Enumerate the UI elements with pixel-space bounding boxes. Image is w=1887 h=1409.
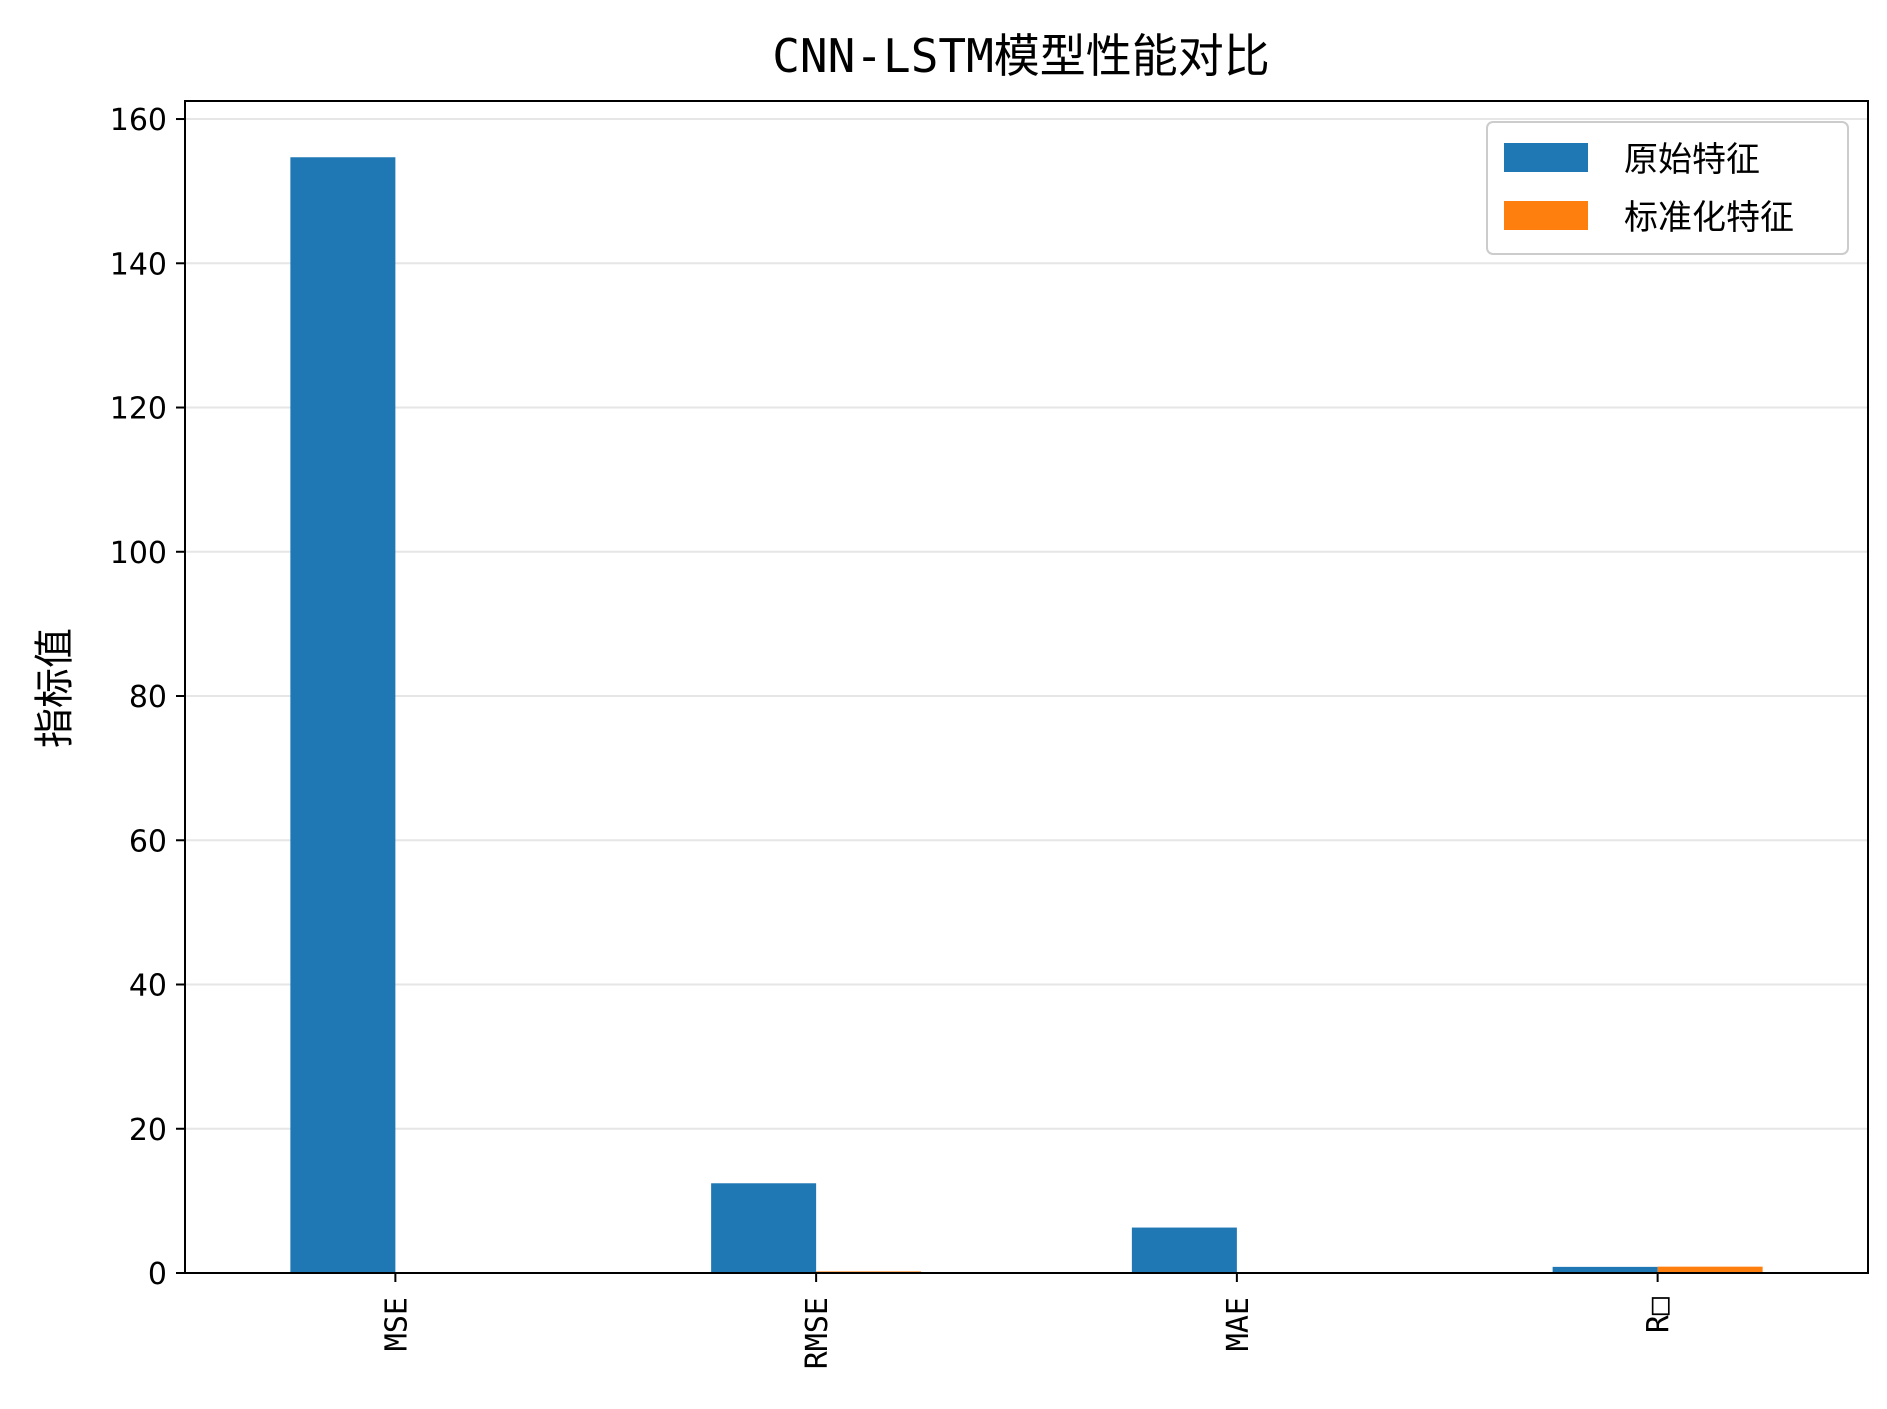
bar: [290, 157, 396, 1274]
y-tick-label: 0: [148, 1257, 167, 1292]
y-tick-label: 80: [129, 680, 167, 715]
x-tick-label: MSE: [379, 1297, 414, 1351]
y-tick-label: 100: [110, 536, 167, 571]
legend-swatch: [1504, 143, 1588, 172]
x-tick-label: RMSE: [800, 1297, 835, 1369]
x-tick-label: MAE: [1221, 1297, 1256, 1351]
ticks: 0 20 40 60 80 100 120 140 160 MSE RMSE MAE R□: [110, 103, 1677, 1369]
chart-title: CNN-LSTM模型性能对比: [772, 29, 1270, 83]
y-tick-label: 120: [110, 392, 167, 427]
axes: [184, 100, 1869, 1274]
x-tick-label: R□: [1642, 1297, 1677, 1333]
bars: [290, 157, 1763, 1274]
bar: [1131, 1227, 1237, 1273]
y-tick-label: 40: [129, 969, 167, 1004]
y-tick-label: 160: [110, 103, 167, 138]
y-axis-label: 指标值: [32, 628, 78, 748]
y-tick-label: 140: [110, 247, 167, 282]
legend-swatch: [1504, 201, 1588, 230]
plot-frame: [184, 100, 1869, 1274]
grid-lines: [185, 118, 1868, 1130]
bar: [1552, 1266, 1658, 1273]
y-tick-label: 60: [129, 824, 167, 859]
legend-label: 标准化特征: [1624, 198, 1794, 238]
y-tick-label: 20: [129, 1113, 167, 1148]
bar: [711, 1183, 817, 1273]
legend-label: 原始特征: [1624, 140, 1760, 180]
bar: [1657, 1266, 1763, 1273]
